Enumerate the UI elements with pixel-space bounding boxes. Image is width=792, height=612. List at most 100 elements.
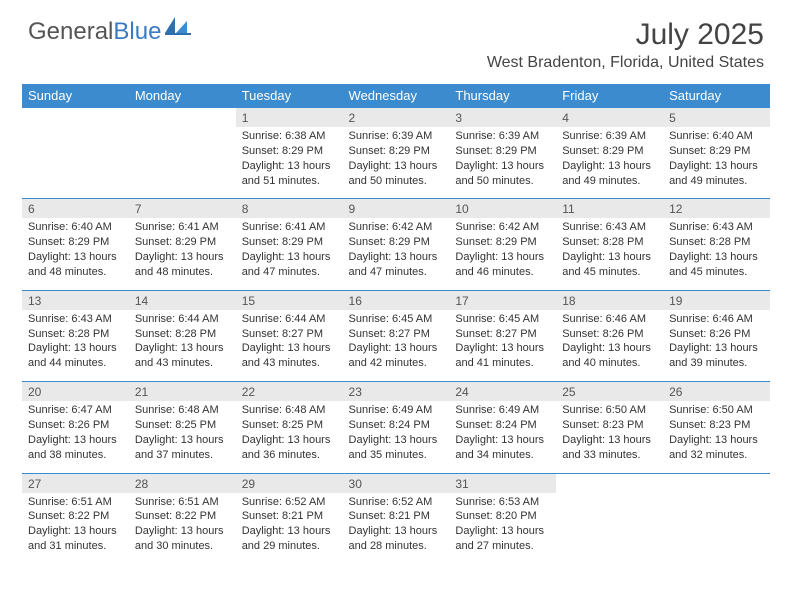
- sunrise-text: Sunrise: 6:39 AM: [562, 129, 657, 144]
- daylight-text-1: Daylight: 13 hours: [455, 159, 550, 174]
- sunrise-text: Sunrise: 6:50 AM: [562, 403, 657, 418]
- day-number-cell: 30: [343, 473, 450, 493]
- sunset-text: Sunset: 8:22 PM: [28, 509, 123, 524]
- day-number-cell: [556, 473, 663, 493]
- day-header: Monday: [129, 84, 236, 108]
- day-content-cell: Sunrise: 6:49 AMSunset: 8:24 PMDaylight:…: [449, 401, 556, 473]
- sunrise-text: Sunrise: 6:53 AM: [455, 495, 550, 510]
- sunset-text: Sunset: 8:25 PM: [242, 418, 337, 433]
- daylight-text-1: Daylight: 13 hours: [349, 341, 444, 356]
- daylight-text-2: and 45 minutes.: [669, 265, 764, 280]
- daylight-text-1: Daylight: 13 hours: [28, 433, 123, 448]
- sunset-text: Sunset: 8:24 PM: [349, 418, 444, 433]
- daylight-text-2: and 47 minutes.: [349, 265, 444, 280]
- day-number-cell: 8: [236, 199, 343, 219]
- daylight-text-1: Daylight: 13 hours: [242, 433, 337, 448]
- day-header: Thursday: [449, 84, 556, 108]
- daylight-text-2: and 37 minutes.: [135, 448, 230, 463]
- daylight-text-1: Daylight: 13 hours: [135, 433, 230, 448]
- sunset-text: Sunset: 8:27 PM: [242, 327, 337, 342]
- day-content-cell: Sunrise: 6:43 AMSunset: 8:28 PMDaylight:…: [22, 310, 129, 382]
- daylight-text-1: Daylight: 13 hours: [135, 524, 230, 539]
- day-number-cell: 26: [663, 382, 770, 402]
- daylight-text-1: Daylight: 13 hours: [455, 341, 550, 356]
- sunrise-text: Sunrise: 6:41 AM: [242, 220, 337, 235]
- daylight-text-2: and 51 minutes.: [242, 174, 337, 189]
- sunset-text: Sunset: 8:26 PM: [562, 327, 657, 342]
- sunset-text: Sunset: 8:29 PM: [455, 144, 550, 159]
- day-number-cell: 29: [236, 473, 343, 493]
- day-content-cell: Sunrise: 6:52 AMSunset: 8:21 PMDaylight:…: [236, 493, 343, 564]
- day-content-cell: [129, 127, 236, 199]
- day-content-cell: Sunrise: 6:52 AMSunset: 8:21 PMDaylight:…: [343, 493, 450, 564]
- daylight-text-2: and 48 minutes.: [135, 265, 230, 280]
- daylight-text-2: and 29 minutes.: [242, 539, 337, 554]
- day-number-cell: 14: [129, 290, 236, 310]
- day-content-cell: Sunrise: 6:45 AMSunset: 8:27 PMDaylight:…: [343, 310, 450, 382]
- day-number-cell: 16: [343, 290, 450, 310]
- daylight-text-2: and 45 minutes.: [562, 265, 657, 280]
- sunset-text: Sunset: 8:28 PM: [562, 235, 657, 250]
- day-number-cell: 28: [129, 473, 236, 493]
- day-number-cell: 1: [236, 108, 343, 128]
- day-number-cell: 23: [343, 382, 450, 402]
- sunrise-text: Sunrise: 6:39 AM: [455, 129, 550, 144]
- day-content-cell: Sunrise: 6:45 AMSunset: 8:27 PMDaylight:…: [449, 310, 556, 382]
- day-number-cell: 4: [556, 108, 663, 128]
- sunset-text: Sunset: 8:23 PM: [669, 418, 764, 433]
- sunrise-text: Sunrise: 6:43 AM: [669, 220, 764, 235]
- day-number-cell: 3: [449, 108, 556, 128]
- daylight-text-1: Daylight: 13 hours: [455, 433, 550, 448]
- day-content-cell: Sunrise: 6:47 AMSunset: 8:26 PMDaylight:…: [22, 401, 129, 473]
- daylight-text-1: Daylight: 13 hours: [28, 524, 123, 539]
- daylight-text-1: Daylight: 13 hours: [669, 341, 764, 356]
- day-content-cell: Sunrise: 6:51 AMSunset: 8:22 PMDaylight:…: [129, 493, 236, 564]
- day-content-cell: Sunrise: 6:43 AMSunset: 8:28 PMDaylight:…: [556, 218, 663, 290]
- daylight-text-2: and 35 minutes.: [349, 448, 444, 463]
- day-number-cell: 9: [343, 199, 450, 219]
- sunset-text: Sunset: 8:22 PM: [135, 509, 230, 524]
- sunrise-text: Sunrise: 6:40 AM: [28, 220, 123, 235]
- daylight-text-1: Daylight: 13 hours: [242, 159, 337, 174]
- day-number-cell: 31: [449, 473, 556, 493]
- day-number-cell: 15: [236, 290, 343, 310]
- day-content-cell: Sunrise: 6:44 AMSunset: 8:27 PMDaylight:…: [236, 310, 343, 382]
- daylight-text-2: and 30 minutes.: [135, 539, 230, 554]
- week-daynum-row: 13141516171819: [22, 290, 770, 310]
- day-content-cell: Sunrise: 6:40 AMSunset: 8:29 PMDaylight:…: [663, 127, 770, 199]
- day-content-cell: Sunrise: 6:44 AMSunset: 8:28 PMDaylight:…: [129, 310, 236, 382]
- day-number-cell: 21: [129, 382, 236, 402]
- day-content-cell: Sunrise: 6:41 AMSunset: 8:29 PMDaylight:…: [236, 218, 343, 290]
- daylight-text-2: and 43 minutes.: [242, 356, 337, 371]
- daylight-text-2: and 50 minutes.: [349, 174, 444, 189]
- day-content-cell: [663, 493, 770, 564]
- sunrise-text: Sunrise: 6:43 AM: [28, 312, 123, 327]
- daylight-text-2: and 43 minutes.: [135, 356, 230, 371]
- daylight-text-1: Daylight: 13 hours: [242, 524, 337, 539]
- daylight-text-2: and 39 minutes.: [669, 356, 764, 371]
- calendar-table: SundayMondayTuesdayWednesdayThursdayFrid…: [22, 84, 770, 564]
- month-title: July 2025: [487, 18, 764, 52]
- daylight-text-1: Daylight: 13 hours: [562, 433, 657, 448]
- daylight-text-1: Daylight: 13 hours: [455, 250, 550, 265]
- day-content-cell: Sunrise: 6:46 AMSunset: 8:26 PMDaylight:…: [556, 310, 663, 382]
- sunset-text: Sunset: 8:29 PM: [455, 235, 550, 250]
- day-number-cell: 11: [556, 199, 663, 219]
- day-header: Sunday: [22, 84, 129, 108]
- daylight-text-1: Daylight: 13 hours: [562, 341, 657, 356]
- day-number-cell: 13: [22, 290, 129, 310]
- sunset-text: Sunset: 8:27 PM: [349, 327, 444, 342]
- day-number-cell: 2: [343, 108, 450, 128]
- sunrise-text: Sunrise: 6:39 AM: [349, 129, 444, 144]
- day-number-cell: 7: [129, 199, 236, 219]
- day-content-cell: Sunrise: 6:38 AMSunset: 8:29 PMDaylight:…: [236, 127, 343, 199]
- daylight-text-2: and 41 minutes.: [455, 356, 550, 371]
- daylight-text-2: and 50 minutes.: [455, 174, 550, 189]
- sunrise-text: Sunrise: 6:41 AM: [135, 220, 230, 235]
- daylight-text-2: and 48 minutes.: [28, 265, 123, 280]
- sunset-text: Sunset: 8:28 PM: [28, 327, 123, 342]
- brand-logo: GeneralBlue: [28, 18, 191, 46]
- day-header: Tuesday: [236, 84, 343, 108]
- sunrise-text: Sunrise: 6:45 AM: [349, 312, 444, 327]
- page-header: GeneralBlue July 2025 West Bradenton, Fl…: [0, 0, 792, 78]
